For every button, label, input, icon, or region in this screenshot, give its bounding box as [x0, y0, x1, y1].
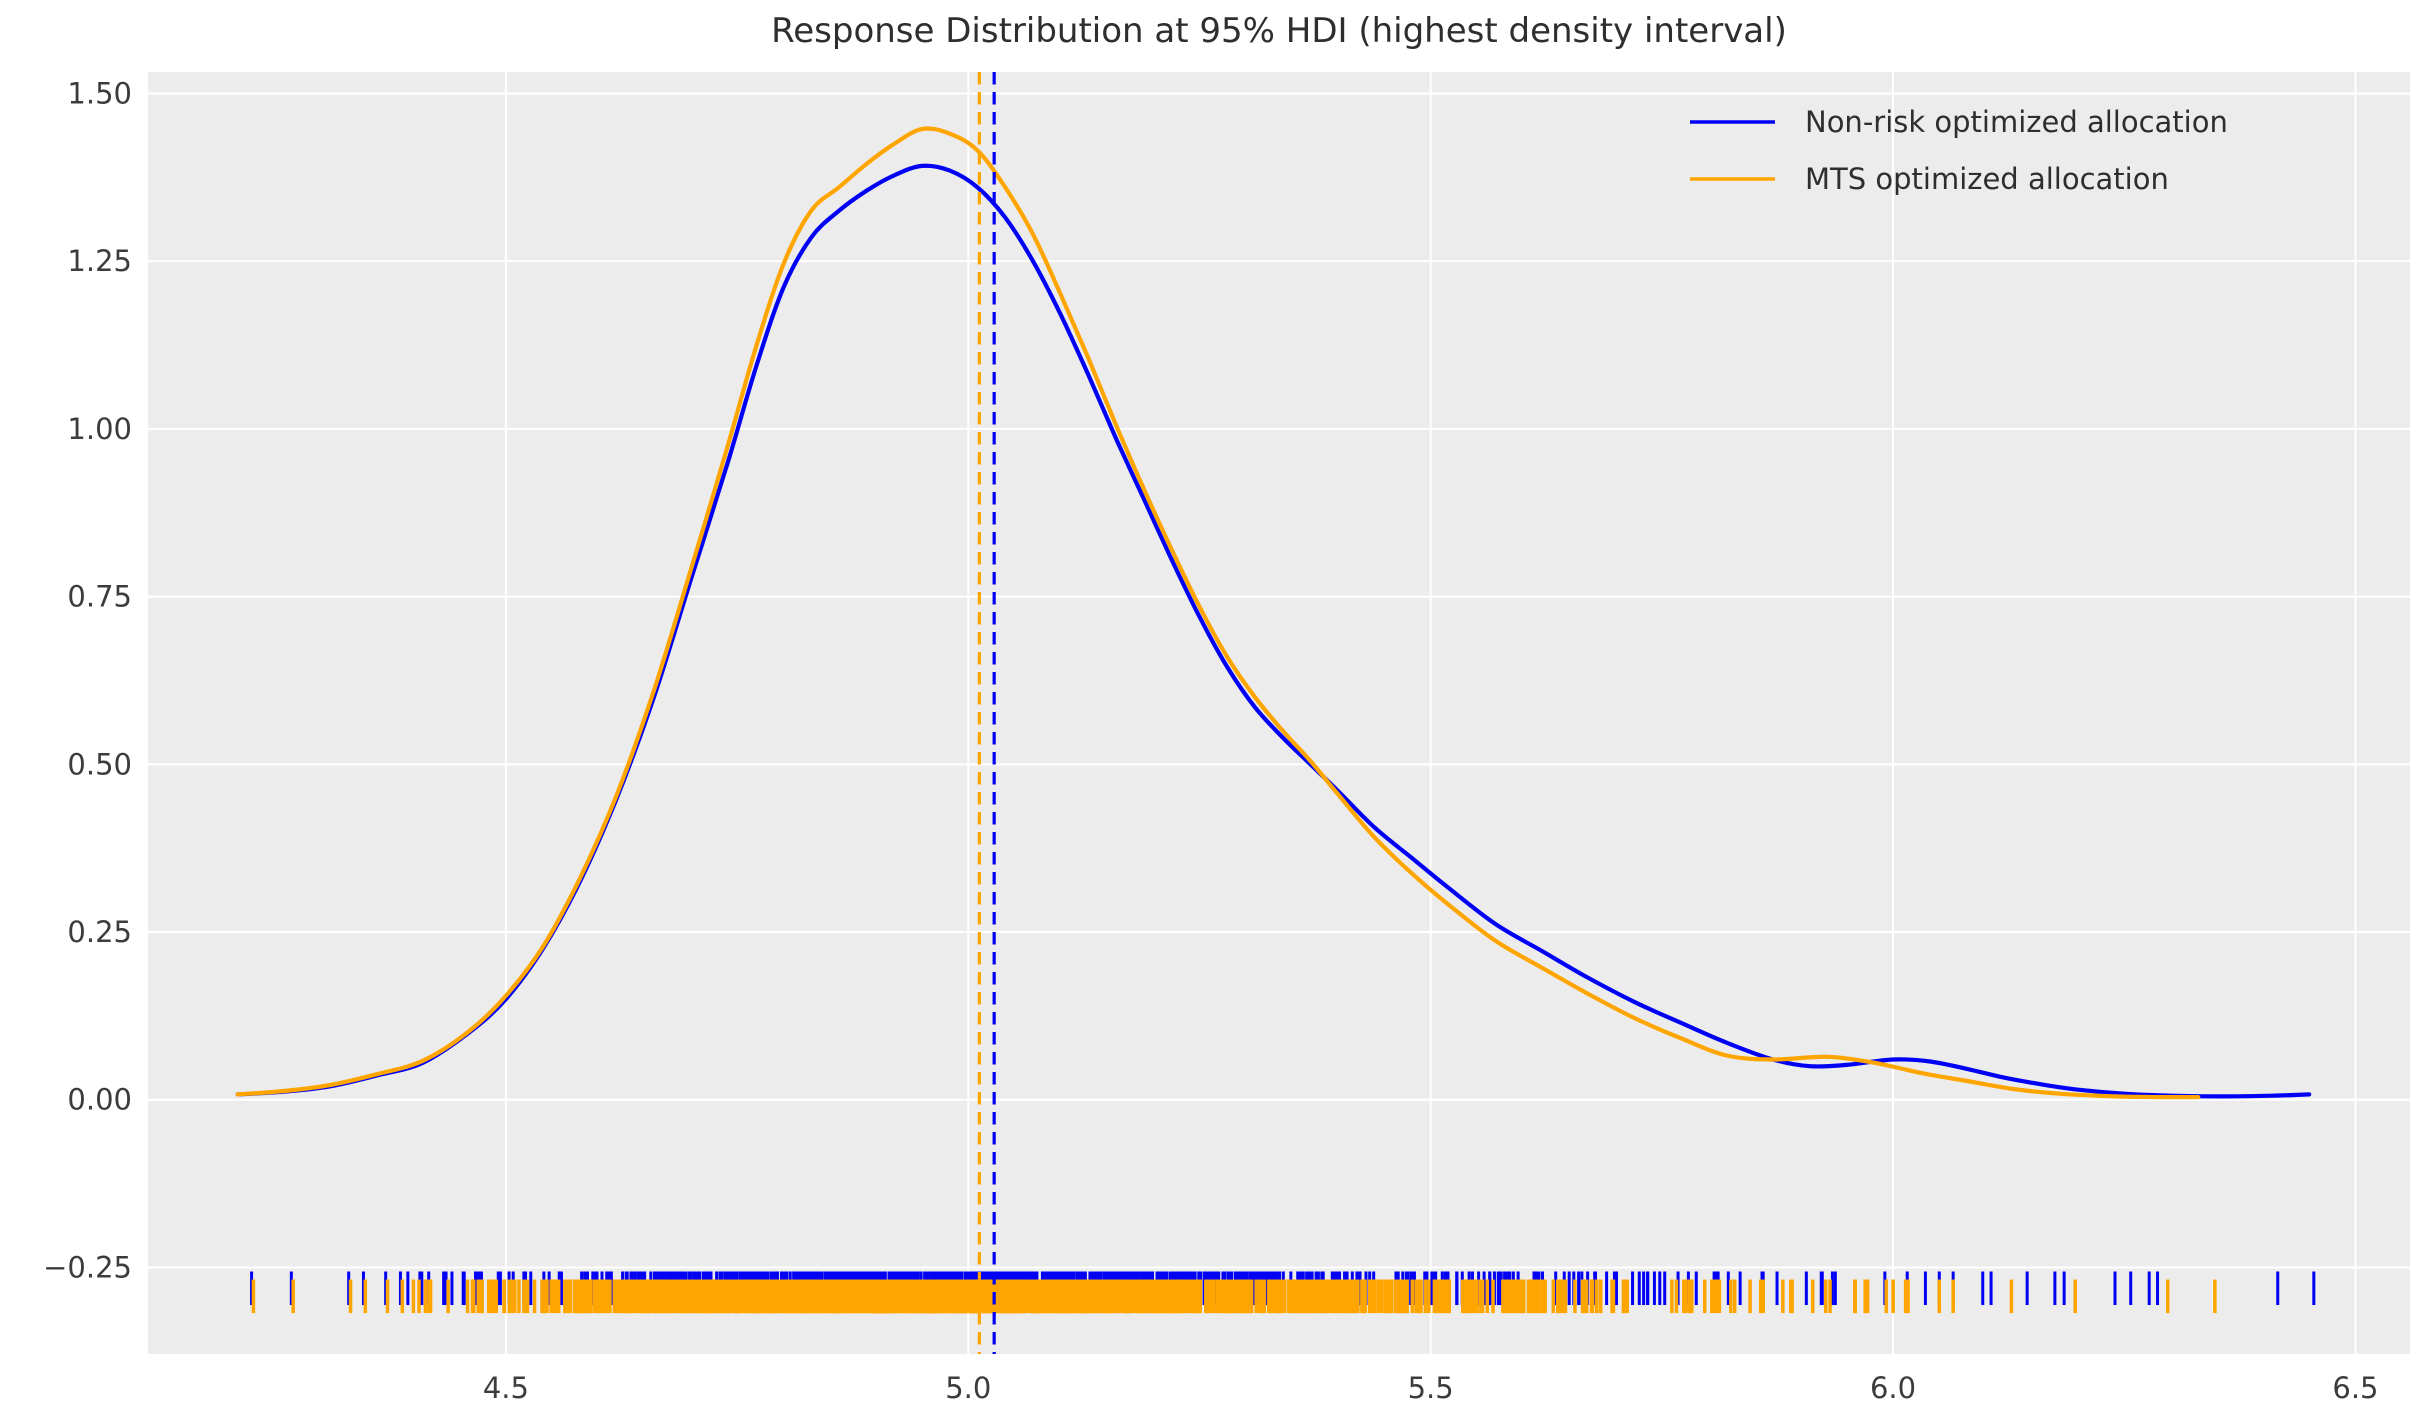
y-tick-label: 0.75 [67, 580, 132, 614]
legend-label-1: MTS optimized allocation [1805, 162, 2169, 196]
x-tick-label: 5.5 [1408, 1371, 1454, 1405]
mean-vline-layer [977, 72, 996, 1354]
density-curve-1 [235, 126, 2201, 1100]
x-tick-label: 6.0 [1870, 1371, 1916, 1405]
plot-area [148, 72, 2410, 1354]
y-tick-label: 1.25 [67, 244, 132, 278]
x-tick-label: 6.5 [2332, 1371, 2378, 1405]
rug-layer [250, 1271, 2316, 1314]
legend: Non-risk optimized allocation MTS optimiz… [1690, 105, 2228, 196]
legend-row-0: Non-risk optimized allocation [1690, 105, 2228, 139]
y-tick-label: 0.50 [67, 747, 132, 781]
y-tick-label: 0.25 [67, 915, 132, 949]
tick-label-layer: 4.5 5.0 5.5 6.0 6.5 −0.25 0.00 0.25 0.50 0.75 1.00… [43, 76, 2378, 1405]
legend-label-0: Non-risk optimized allocation [1805, 105, 2228, 139]
plot-background-layer [148, 72, 2410, 1354]
y-tick-label: 1.00 [67, 412, 132, 446]
y-tick-label: 1.50 [67, 76, 132, 110]
gridline-layer [148, 72, 2410, 1354]
x-tick-label: 4.5 [483, 1371, 529, 1405]
rug-series-1 [251, 1279, 2217, 1314]
legend-row-1: MTS optimized allocation [1690, 162, 2169, 196]
x-tick-label: 5.0 [945, 1371, 991, 1405]
density-curve-layer [235, 126, 2312, 1100]
y-tick-label: 0.00 [67, 1083, 132, 1117]
y-tick-label: −0.25 [43, 1250, 132, 1284]
chart-title: Response Distribution at 95% HDI (highes… [771, 11, 1787, 51]
